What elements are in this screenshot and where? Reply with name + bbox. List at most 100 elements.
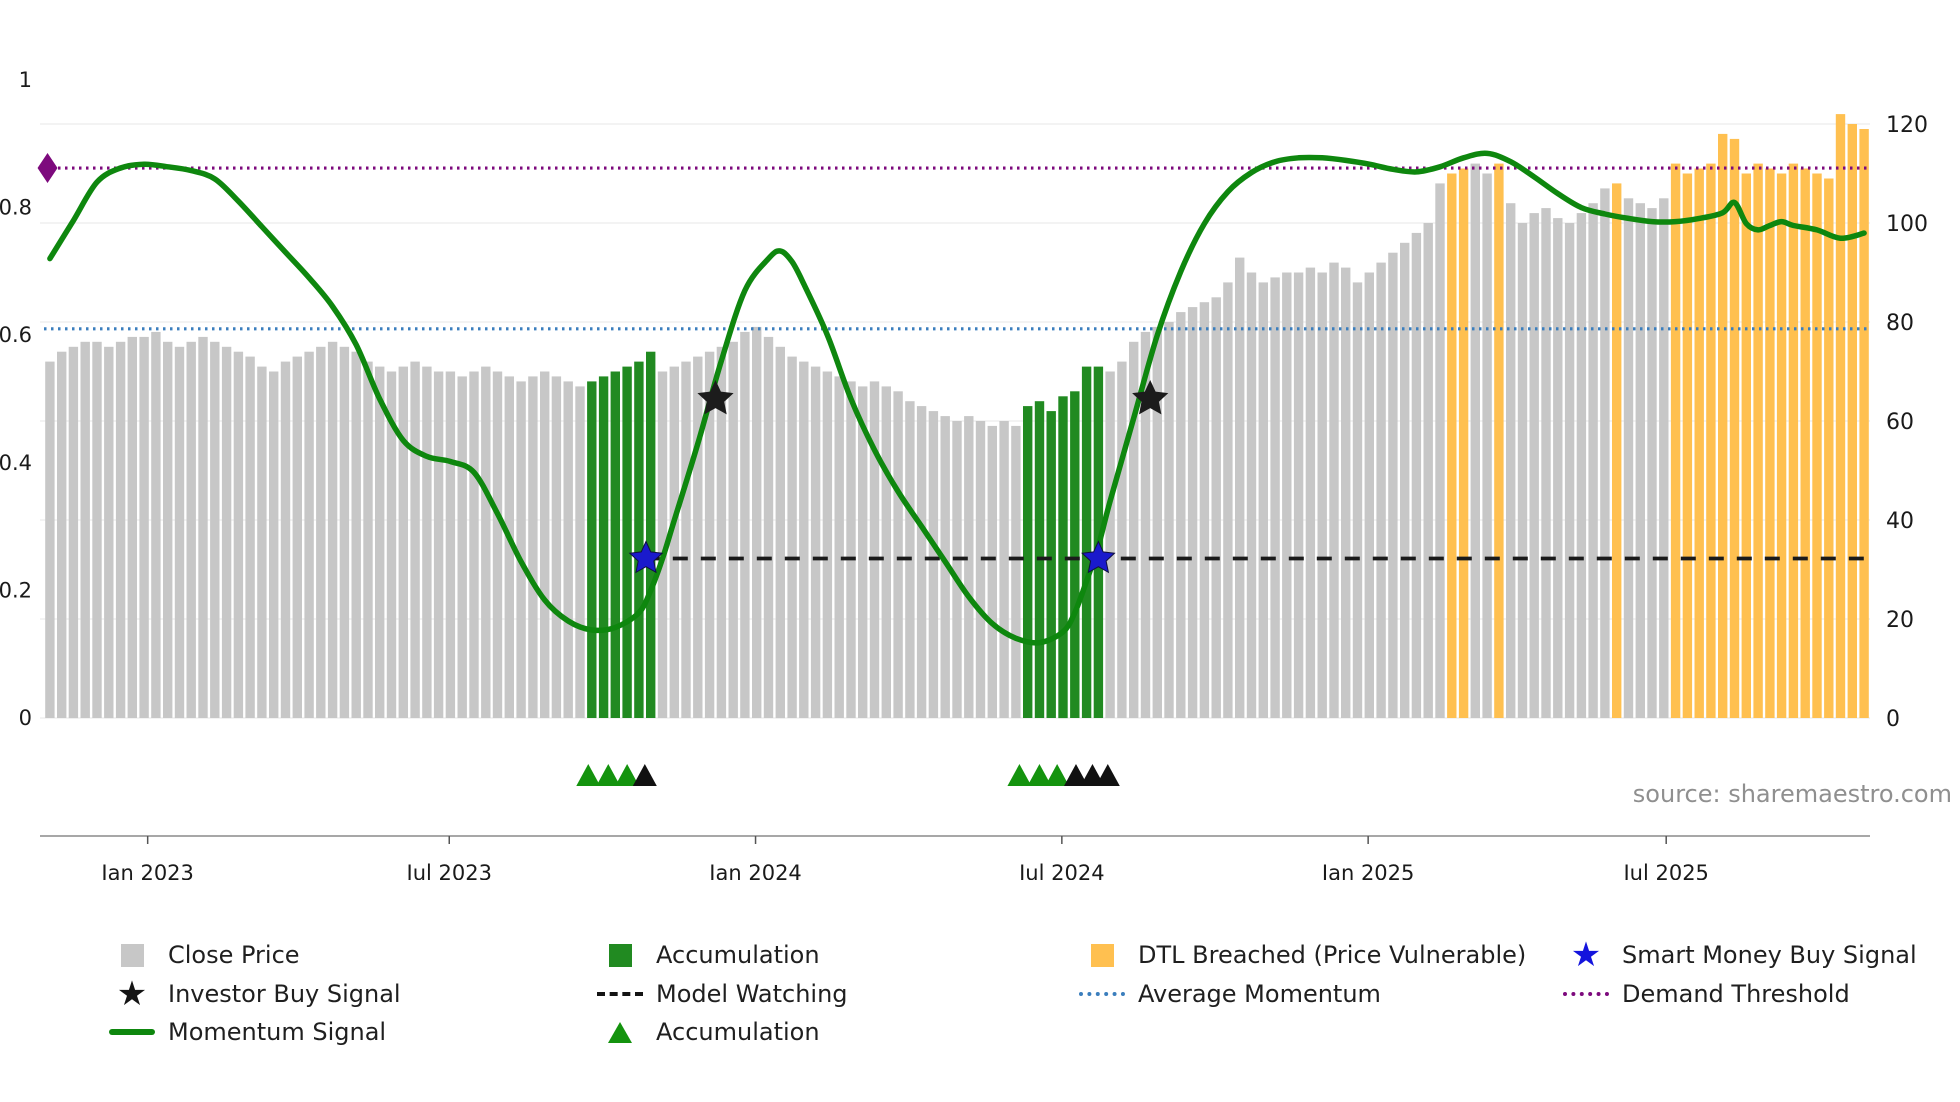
legend-item-model-watching: Model Watching (596, 977, 848, 1011)
demand-threshold-diamond-icon (37, 153, 58, 184)
bar (551, 376, 562, 718)
bar (1129, 341, 1139, 718)
bar (445, 371, 456, 718)
left-axis-tick-label: 0.4 (0, 451, 32, 475)
bar (528, 376, 538, 718)
investor-triangle-icon (1095, 764, 1120, 786)
bar (987, 425, 997, 718)
bar (1564, 223, 1575, 718)
right-axis-tick-label: 80 (1886, 311, 1914, 336)
legend-item-smart-money-buy-signal: Smart Money Buy Signal (1562, 938, 1917, 972)
bar (1105, 371, 1115, 718)
legend-item-close-price: Close Price (108, 938, 300, 972)
bar (858, 386, 868, 718)
bar (174, 346, 185, 719)
right-axis-tick-label: 100 (1886, 212, 1928, 237)
bar (127, 336, 137, 718)
bar (1235, 257, 1245, 718)
bar (610, 371, 620, 718)
bar (1788, 163, 1799, 719)
bar (1046, 411, 1056, 718)
bar (492, 371, 503, 718)
bar (1517, 223, 1528, 718)
bar (1765, 168, 1775, 718)
investor-triangle-icon (1080, 764, 1105, 786)
bar (787, 356, 797, 718)
bar (1176, 312, 1186, 718)
bar (1364, 272, 1374, 718)
bar (410, 361, 420, 718)
x-axis-tick-label: Jul 2024 (1017, 861, 1104, 880)
bar (952, 421, 962, 718)
bar (1635, 203, 1645, 718)
bar (1553, 218, 1563, 718)
accumulation-triangle-icon (615, 764, 640, 786)
investor-triangle-icon (1063, 764, 1088, 786)
legend-item-accumulation-bars: Accumulation (596, 938, 820, 972)
momentum-signal-line (47, 150, 1867, 646)
source-attribution: source: sharemaestro.com (1633, 780, 1952, 808)
bar (763, 336, 774, 718)
bar (304, 351, 314, 718)
bar (1223, 282, 1233, 718)
bar (893, 391, 903, 718)
right-axis-tick-label: 40 (1886, 509, 1914, 534)
bar (139, 336, 149, 718)
bar (516, 381, 526, 718)
purple-dotted-line-icon (1562, 992, 1610, 996)
accumulation-triangle-icon (1027, 764, 1052, 786)
bar (481, 366, 491, 718)
legend-label-smart-money: Smart Money Buy Signal (1622, 941, 1917, 969)
bar (1117, 361, 1127, 718)
right-axis-tick-label: 120 (1886, 113, 1928, 138)
bar (1352, 282, 1363, 718)
bar (151, 331, 161, 718)
bar (1612, 183, 1622, 718)
x-axis-tick-label: Jul 2025 (1621, 861, 1708, 880)
left-axis-tick-label: 0 (19, 706, 32, 730)
legend-item-momentum-signal: Momentum Signal (108, 1015, 386, 1049)
bar (716, 346, 727, 719)
bar (1741, 173, 1751, 718)
bar (1270, 277, 1280, 718)
green-line-icon (108, 1029, 156, 1035)
bar (316, 346, 326, 719)
left-axis-tick-label: 0.6 (0, 323, 32, 347)
bar (1776, 173, 1787, 718)
bar (198, 336, 208, 718)
bar (257, 366, 267, 718)
bar (1812, 173, 1822, 718)
bar (728, 341, 738, 718)
left-axis-tick-label: 1 (19, 68, 32, 92)
bar (704, 351, 715, 718)
bar (457, 376, 467, 718)
bar (433, 371, 444, 718)
bar (1753, 163, 1763, 719)
bar (622, 366, 632, 718)
bar (1023, 406, 1033, 718)
bar (1470, 163, 1480, 719)
bar (104, 346, 114, 719)
bar (57, 351, 67, 718)
bar (657, 371, 668, 718)
bar (386, 371, 397, 718)
bar (822, 371, 833, 718)
bar (775, 346, 785, 719)
bar (1670, 163, 1681, 719)
bar (1282, 272, 1292, 718)
legend-label-accumulation: Accumulation (656, 941, 820, 969)
bar (693, 356, 703, 718)
bar (1729, 138, 1740, 718)
dashed-line-icon (596, 992, 644, 996)
bar (292, 356, 302, 718)
black-star-icon (108, 977, 156, 1011)
bar (375, 366, 385, 718)
bar (1659, 198, 1669, 719)
bar (1388, 252, 1398, 718)
bar (1682, 173, 1693, 718)
bar (810, 366, 821, 718)
bar (1694, 168, 1704, 718)
momentum-line (47, 150, 1867, 646)
bar (975, 421, 986, 718)
